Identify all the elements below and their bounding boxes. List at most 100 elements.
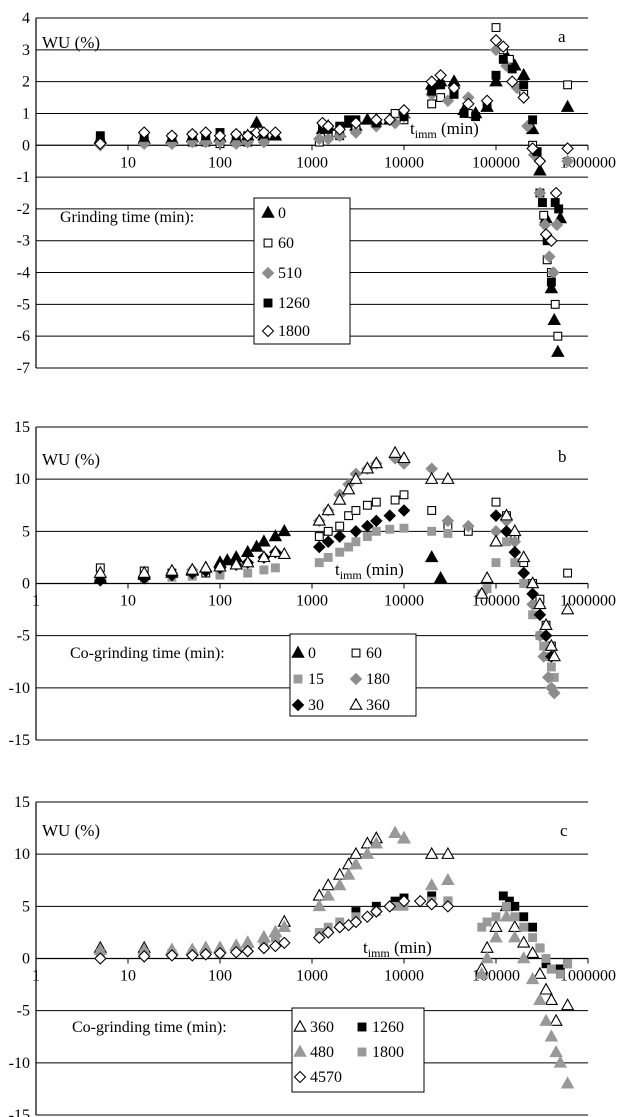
x-axis-label-main-b: t (335, 560, 340, 579)
legend-marker-c-3 (357, 1047, 367, 1057)
point-c-2-14 (341, 867, 356, 880)
y-tick-label-a-8: 1 (22, 105, 30, 122)
point-c-4-2 (165, 949, 179, 962)
x-tick-label-a-1: 100 (208, 154, 232, 171)
point-b-3-30 (548, 686, 561, 700)
point-c-2-32 (549, 1045, 563, 1058)
point-b-4-11 (321, 535, 335, 549)
point-c-4-6 (229, 945, 243, 959)
point-c-2-15 (349, 857, 363, 870)
point-a-4-10 (269, 126, 282, 139)
point-a-3-22 (491, 70, 501, 80)
point-c-4-17 (370, 905, 383, 918)
point-c-3-26 (541, 954, 551, 963)
point-b-4-16 (383, 509, 397, 522)
point-c-3-22 (510, 912, 520, 922)
point-a-1-17 (436, 93, 446, 102)
point-b-5-30 (539, 617, 553, 630)
point-b-1-10 (351, 506, 361, 515)
y-axis-label-c: WU (%) (42, 821, 100, 840)
point-a-0-37 (560, 99, 575, 112)
x-tick-label-b-1: 10 (120, 593, 136, 610)
point-c-2-28 (525, 972, 540, 985)
x-tick-label-b-0: 1 (32, 593, 40, 610)
point-a-3-17 (436, 80, 446, 90)
point-c-4-19 (397, 894, 411, 908)
point-b-5-22 (475, 586, 489, 599)
legend-c: Co-grinding time (min): 360 1260 480 1800 457… (72, 1007, 425, 1093)
legend-a: Grinding time (min): 0 60 510 1260 1800 (60, 197, 351, 345)
series-a-4 (94, 33, 574, 248)
y-tick-label-a-7: 0 (22, 137, 30, 154)
legend-marker-a-0 (261, 205, 275, 218)
point-a-2-8 (257, 135, 271, 149)
legend-marker-b-3 (349, 672, 363, 686)
point-a-2-11 (333, 129, 346, 143)
point-b-5-0 (93, 565, 108, 578)
point-c-4-10 (278, 936, 291, 950)
x-tick-label-a-4: 100000 (472, 154, 520, 171)
chart-a: -7 -6 -5 -4 -3 -2 -1 0 1 2 3 4 10 100 1000 10000 100000 1… (17, 10, 616, 377)
x-tick-label-c-0: 1 (32, 968, 40, 985)
legend-marker-b-1 (351, 648, 361, 658)
point-a-4-20 (447, 81, 461, 95)
legend-marker-a-2 (261, 266, 275, 280)
point-c-1-9 (519, 912, 529, 922)
point-b-2-13 (362, 532, 372, 542)
point-c-3-19 (482, 917, 492, 927)
point-c-4-8 (257, 941, 271, 955)
point-c-2-20 (424, 878, 439, 891)
legend-label-a-0: 0 (278, 205, 286, 222)
point-c-0-32 (549, 1013, 563, 1026)
point-a-3-16 (427, 86, 437, 96)
legend-marker-a-4 (261, 324, 275, 338)
y-tick-label-b-6: 15 (14, 419, 30, 436)
legend-marker-a-1 (263, 238, 273, 248)
point-c-3-27 (546, 964, 556, 974)
point-c-2-27 (516, 951, 531, 964)
point-a-4-14 (349, 116, 363, 130)
y-tick-label-c-2: -5 (17, 1003, 30, 1020)
point-b-1-14 (399, 490, 409, 500)
point-a-0-34 (547, 312, 562, 326)
point-b-2-15 (385, 524, 395, 534)
x-axis-label-sub-b: imm (340, 568, 363, 582)
point-c-4-20 (413, 894, 427, 908)
point-a-4-25 (505, 75, 519, 88)
x-tick-label-c-4: 10000 (384, 968, 424, 985)
point-c-4-11 (313, 931, 326, 944)
point-c-2-24 (489, 930, 503, 943)
y-tick-label-c-0: -15 (9, 1107, 30, 1117)
point-a-2-6 (229, 137, 243, 150)
legend-title-a: Grinding time (min): (60, 209, 194, 226)
point-c-4-16 (361, 910, 374, 924)
legend-label-b-5: 360 (366, 697, 390, 714)
legend-marker-c-0 (293, 1019, 307, 1032)
point-a-0-33 (544, 281, 559, 294)
point-c-1-6 (498, 891, 508, 901)
point-c-3-28 (555, 969, 565, 979)
legend-label-c-0: 360 (310, 1019, 334, 1036)
point-b-1-9 (344, 511, 354, 521)
point-a-1-31 (563, 80, 573, 90)
point-b-2-7 (270, 563, 280, 573)
point-a-4-7 (241, 129, 254, 143)
y-tick-label-a-11: 4 (22, 10, 30, 27)
point-b-4-18 (489, 509, 503, 522)
legend-b: Co-grinding time (min): 0 60 15 180 30 360 (70, 633, 417, 717)
point-a-0-31 (533, 163, 547, 176)
point-a-4-2 (165, 129, 179, 143)
point-b-5-1 (137, 565, 151, 578)
point-c-2-34 (560, 1076, 575, 1089)
point-a-4-17 (397, 103, 411, 117)
point-a-3-28 (538, 198, 547, 207)
legend-marker-b-0 (291, 645, 305, 658)
legend-label-a-1: 60 (278, 235, 294, 252)
point-a-4-1 (137, 126, 151, 139)
x-tick-label-a-0: 10 (120, 154, 136, 171)
legend-label-c-1: 1260 (372, 1019, 404, 1036)
point-b-2-5 (243, 568, 253, 578)
point-a-4-28 (533, 154, 547, 168)
point-c-2-13 (332, 878, 347, 891)
